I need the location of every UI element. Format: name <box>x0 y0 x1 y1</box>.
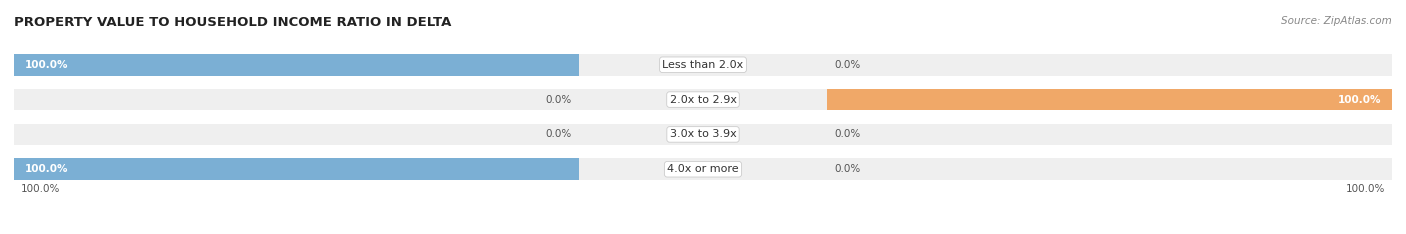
Text: PROPERTY VALUE TO HOUSEHOLD INCOME RATIO IN DELTA: PROPERTY VALUE TO HOUSEHOLD INCOME RATIO… <box>14 16 451 29</box>
Text: 0.0%: 0.0% <box>546 95 572 105</box>
Text: 100.0%: 100.0% <box>1339 95 1382 105</box>
Text: 0.0%: 0.0% <box>834 164 860 174</box>
Text: 100.0%: 100.0% <box>24 60 67 70</box>
Text: 0.0%: 0.0% <box>834 129 860 139</box>
Bar <box>14 158 1392 180</box>
Text: Source: ZipAtlas.com: Source: ZipAtlas.com <box>1281 16 1392 26</box>
Text: 100.0%: 100.0% <box>1346 184 1385 194</box>
Text: 100.0%: 100.0% <box>24 164 67 174</box>
Text: 3.0x to 3.9x: 3.0x to 3.9x <box>669 129 737 139</box>
Bar <box>14 158 579 180</box>
Bar <box>827 89 1392 110</box>
Text: 0.0%: 0.0% <box>546 129 572 139</box>
Bar <box>14 89 1392 110</box>
Text: 100.0%: 100.0% <box>21 184 60 194</box>
Text: Less than 2.0x: Less than 2.0x <box>662 60 744 70</box>
Bar <box>14 54 579 76</box>
Text: 4.0x or more: 4.0x or more <box>668 164 738 174</box>
Bar <box>14 124 1392 145</box>
Text: 2.0x to 2.9x: 2.0x to 2.9x <box>669 95 737 105</box>
Text: 0.0%: 0.0% <box>834 60 860 70</box>
Bar <box>14 54 1392 76</box>
